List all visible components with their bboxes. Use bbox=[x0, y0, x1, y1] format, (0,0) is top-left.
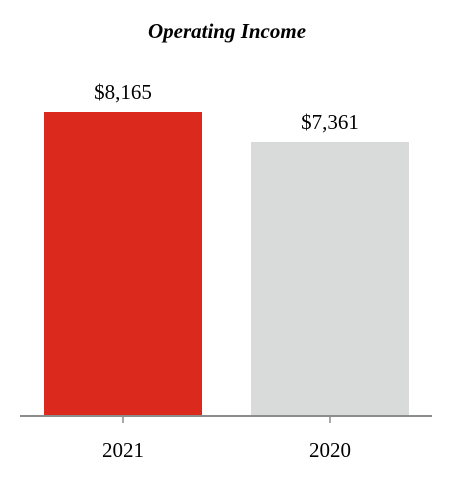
x-axis-ticks-group: 2021 2020 bbox=[102, 416, 351, 462]
x-tick-label-2020: 2020 bbox=[309, 438, 351, 462]
value-label-2021: $8,165 bbox=[94, 80, 152, 104]
value-labels-group: $8,165 $7,361 bbox=[94, 80, 359, 134]
bar-2021 bbox=[44, 112, 202, 416]
x-tick-label-2021: 2021 bbox=[102, 438, 144, 462]
bar-2020 bbox=[251, 141, 409, 416]
chart-title: Operating Income bbox=[148, 19, 306, 43]
bars-group bbox=[44, 112, 409, 416]
value-label-2020: $7,361 bbox=[301, 110, 359, 134]
